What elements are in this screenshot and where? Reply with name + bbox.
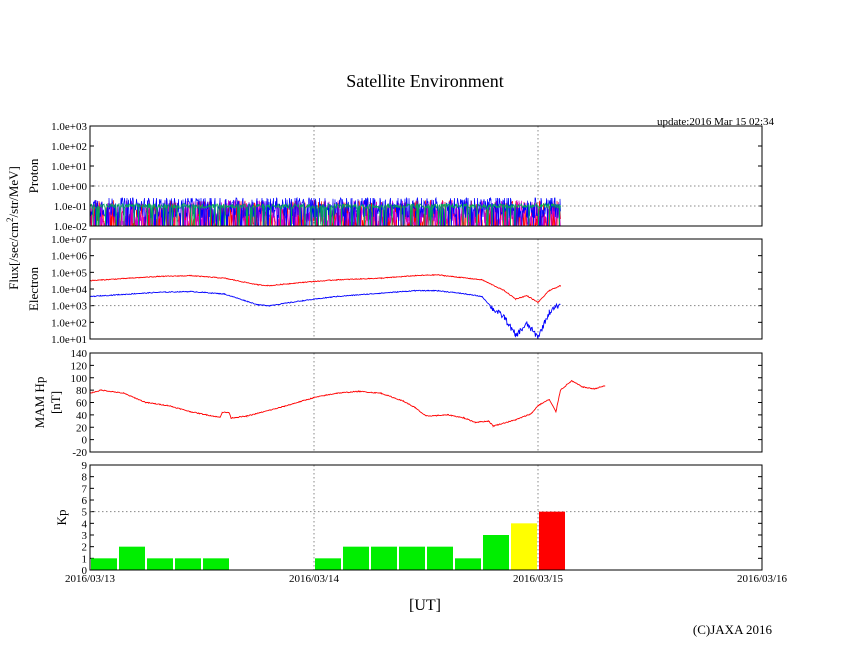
y-tick-proton-0: 1.0e-02 xyxy=(54,221,87,233)
y-tick-mam_hp-6: 100 xyxy=(71,373,88,385)
y-tick-mam_hp-8: 140 xyxy=(71,348,88,360)
panel-electron: 1.0e+01 1.0e+02 1.0e+03 1.0e+04 1.0e+05 1.0e+… xyxy=(26,234,763,346)
kp-bar-1 xyxy=(119,546,145,570)
y-tick-mam_hp-4: 60 xyxy=(76,398,88,410)
plot-area-mam_hp xyxy=(90,379,606,428)
y-tick-proton-1: 1.0e-01 xyxy=(54,201,87,213)
kp-bar-2 xyxy=(147,558,173,570)
y-tick-kp-2: 2 xyxy=(82,542,88,554)
series-proton-blue xyxy=(90,196,561,226)
frame-proton xyxy=(89,125,763,227)
plot-area-proton xyxy=(90,196,561,226)
y-tick-kp-8: 8 xyxy=(82,472,88,484)
y-tick-mam_hp-2: 20 xyxy=(76,422,88,434)
x-tick-labels: 2016/03/13 2016/03/14 2016/03/15 2016/03/16 xyxy=(65,573,788,585)
kp-bar-11 xyxy=(483,535,509,570)
kp-bar-10 xyxy=(455,558,481,570)
y-tick-kp-9: 9 xyxy=(82,460,88,472)
y-label-proton: Proton xyxy=(26,158,41,193)
update-timestamp: update:2016 Mar 15 02:34 xyxy=(657,116,775,128)
y-tick-kp-4: 4 xyxy=(82,518,88,530)
copyright-credit: (C)JAXA 2016 xyxy=(693,622,773,637)
frame-mam_hp xyxy=(89,352,763,453)
y-label2-mam_hp: [nT] xyxy=(48,391,63,414)
kp-bar-8 xyxy=(399,546,425,570)
chart-title: Satellite Environment xyxy=(346,71,503,91)
x-tick-2: 2016/03/15 xyxy=(513,573,564,585)
series-proton-green xyxy=(90,202,561,226)
x-tick-3: 2016/03/16 xyxy=(737,573,788,585)
y-tick-proton-3: 1.0e+01 xyxy=(51,161,87,173)
y-tick-electron-6: 1.0e+07 xyxy=(51,234,87,246)
panel-proton: 1.0e-02 1.0e-01 1.0e+00 1.0e+01 1.0e+02 1.0e+… xyxy=(26,121,763,233)
frame-electron xyxy=(89,238,763,340)
y-tick-kp-7: 7 xyxy=(82,483,88,495)
y-tick-kp-1: 1 xyxy=(82,553,88,565)
series-electron-blue xyxy=(90,289,561,339)
y-tick-proton-5: 1.0e+03 xyxy=(51,121,87,133)
y-tick-mam_hp-0: -20 xyxy=(72,447,87,459)
kp-bar-5 xyxy=(315,558,341,570)
flux-label-rest: /str/MeV] xyxy=(6,166,21,217)
flux-label-superscript: 2 xyxy=(5,217,15,222)
y-tick-electron-2: 1.0e+03 xyxy=(51,301,87,313)
y-tick-mam_hp-7: 120 xyxy=(71,360,88,372)
y-tick-mam_hp-3: 40 xyxy=(76,410,88,422)
y-tick-electron-4: 1.0e+05 xyxy=(51,267,87,279)
x-tick-0: 2016/03/13 xyxy=(65,573,116,585)
kp-bar-4 xyxy=(203,558,229,570)
kp-bar-13 xyxy=(539,511,565,570)
y-tick-electron-0: 1.0e+01 xyxy=(51,334,87,346)
y-tick-proton-4: 1.0e+02 xyxy=(51,141,87,153)
y-tick-electron-3: 1.0e+04 xyxy=(51,284,87,296)
series-electron-red xyxy=(90,273,561,304)
y-tick-electron-5: 1.0e+06 xyxy=(51,251,87,263)
x-axis-label: [UT] xyxy=(409,597,441,614)
kp-bar-12 xyxy=(511,523,537,570)
y-tick-kp-0: 0 xyxy=(82,565,88,577)
y-tick-proton-2: 1.0e+00 xyxy=(51,181,87,193)
frame-kp xyxy=(89,464,763,571)
y-label-electron: Electron xyxy=(26,266,41,311)
y-tick-mam_hp-5: 80 xyxy=(76,385,88,397)
y-tick-electron-1: 1.0e+02 xyxy=(51,317,87,329)
kp-bar-3 xyxy=(175,558,201,570)
kp-bar-0 xyxy=(91,558,117,570)
kp-bar-7 xyxy=(371,546,397,570)
x-tick-1: 2016/03/14 xyxy=(289,573,340,585)
y-tick-kp-5: 5 xyxy=(82,507,88,519)
y-label-kp: Kp xyxy=(54,510,69,526)
y-tick-kp-6: 6 xyxy=(82,495,88,507)
kp-bar-9 xyxy=(427,546,453,570)
kp-bar-6 xyxy=(343,546,369,570)
panels: 1.0e-021.0e-011.0e+001.0e+011.0e+021.0e+… xyxy=(26,121,763,577)
y-tick-kp-3: 3 xyxy=(82,530,88,542)
plot-area-kp xyxy=(91,511,565,570)
y-label-mam_hp: MAM Hp xyxy=(32,377,47,429)
y-tick-mam_hp-1: 0 xyxy=(82,435,88,447)
series-hp-red xyxy=(90,379,606,428)
flux-axis-label: Flux[/sec/cm2/str/MeV] xyxy=(5,166,21,290)
plot-area-electron xyxy=(90,273,561,339)
